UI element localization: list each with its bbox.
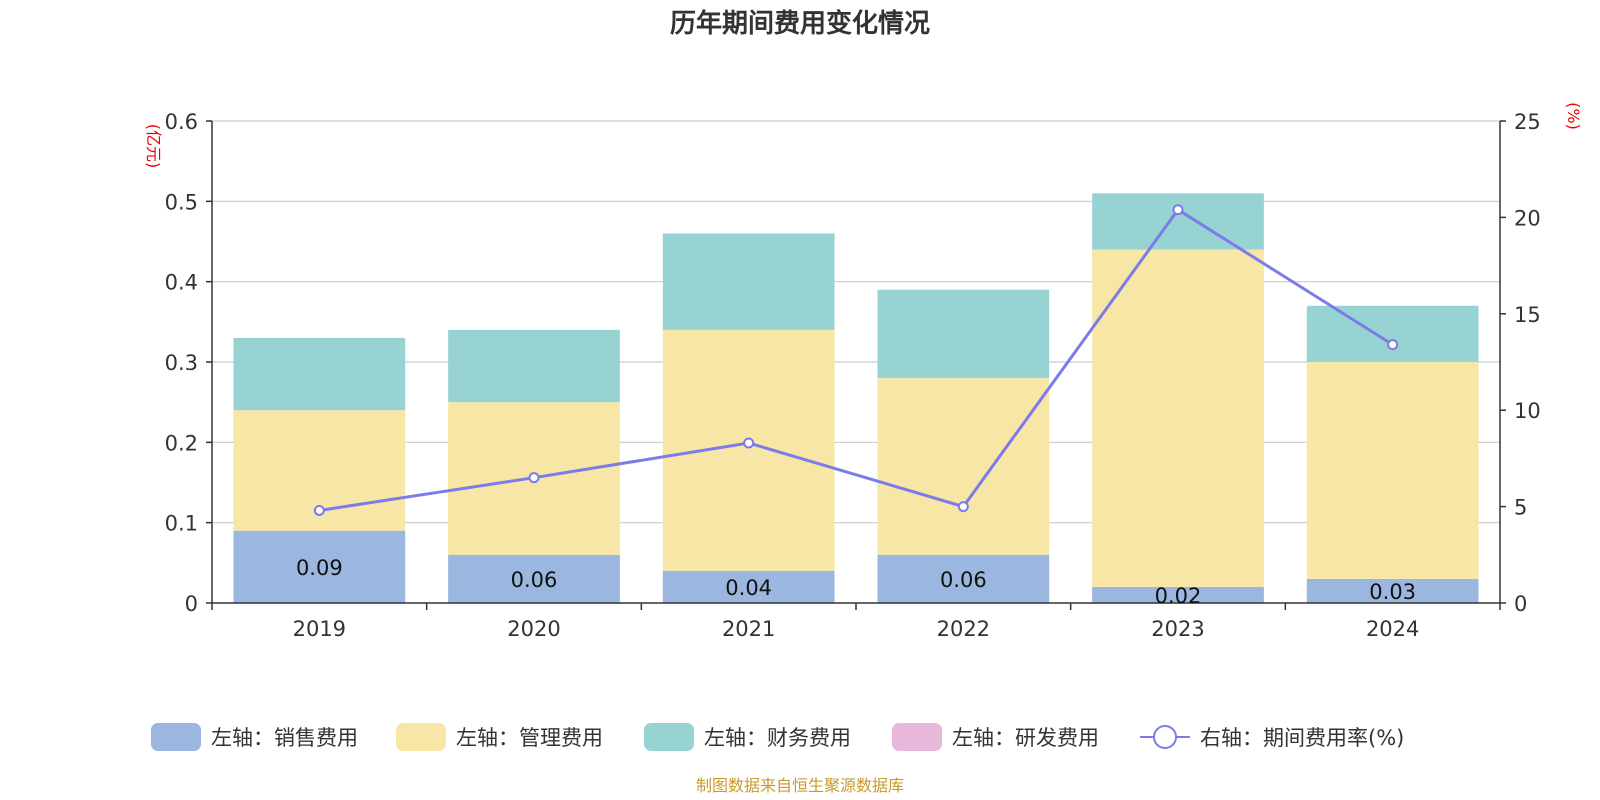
bar-sales-2024 bbox=[1306, 578, 1479, 603]
left-axis-tick-label: 0.4 bbox=[165, 271, 198, 295]
rate-line bbox=[319, 207, 1394, 512]
legend-swatch-sales bbox=[151, 723, 201, 751]
left-axis-tick-label: 0.6 bbox=[165, 110, 198, 134]
right-axis-tick-label: 0 bbox=[1514, 592, 1527, 616]
bar-finance-2023 bbox=[1092, 193, 1264, 250]
legend-swatch-finance bbox=[644, 723, 694, 751]
bar-finance-2022 bbox=[877, 289, 1050, 379]
x-axis-tick-label: 2019 bbox=[293, 617, 346, 641]
data-label-sales-2023: 0.02 bbox=[1155, 584, 1202, 608]
legend: 左轴：销售费用 左轴：管理费用 左轴：财务费用 左轴：研发费用 右轴：期间费用率(%) bbox=[151, 723, 1404, 751]
bar-sales-2023 bbox=[1092, 586, 1264, 603]
bar-admin-2021 bbox=[662, 329, 835, 571]
bar-finance-2019 bbox=[233, 337, 406, 411]
bar-finance-2020 bbox=[448, 329, 620, 403]
bar-sales-2020 bbox=[448, 554, 620, 603]
left-axis-tick-label: 0.3 bbox=[165, 351, 198, 375]
bar-finance-2024 bbox=[1306, 305, 1479, 362]
data-label-sales-2019: 0.09 bbox=[296, 556, 343, 580]
rate-point-2022 bbox=[957, 501, 969, 513]
bar-sales-2021 bbox=[662, 570, 835, 603]
right-axis-unit: (%) bbox=[1564, 102, 1583, 130]
right-axis-tick-label: 10 bbox=[1514, 399, 1541, 423]
axes: 0 0.1 0.2 0.3 0.4 0.5 0.6 0 5 10 15 20 25 2019 2020 202… bbox=[165, 110, 1541, 641]
x-axis-tick-label: 2023 bbox=[1151, 617, 1204, 641]
legend-swatch-rnd bbox=[892, 723, 942, 751]
legend-label-rate: 右轴：期间费用率(%) bbox=[1200, 726, 1404, 750]
x-axis-tick-label: 2024 bbox=[1366, 617, 1419, 641]
x-axis-tick-label: 2020 bbox=[507, 617, 560, 641]
left-axis-tick-label: 0.2 bbox=[165, 431, 198, 455]
left-axis-tick-label: 0.1 bbox=[165, 512, 198, 536]
rate-line-series bbox=[313, 204, 1399, 516]
left-axis-tick-label: 0 bbox=[185, 592, 198, 616]
data-label-sales-2022: 0.06 bbox=[940, 568, 987, 592]
x-axis-tick-label: 2021 bbox=[722, 617, 775, 641]
right-axis-tick-label: 5 bbox=[1514, 496, 1527, 520]
rate-point-2024 bbox=[1387, 339, 1399, 351]
left-axis-tick-label: 0.5 bbox=[165, 190, 198, 214]
rate-point-2023 bbox=[1172, 204, 1184, 216]
legend-label-sales: 左轴：销售费用 bbox=[211, 726, 358, 750]
chart-title: 历年期间费用变化情况 bbox=[670, 8, 930, 39]
rate-point-2020 bbox=[528, 472, 540, 484]
bar-admin-2023 bbox=[1092, 249, 1264, 587]
left-axis-unit: (亿元) bbox=[144, 124, 163, 169]
bar-admin-2022 bbox=[877, 378, 1050, 555]
legend-label-rnd: 左轴：研发费用 bbox=[952, 726, 1099, 750]
bar-admin-2024 bbox=[1306, 362, 1479, 579]
legend-label-finance: 左轴：财务费用 bbox=[704, 726, 851, 750]
rate-point-2021 bbox=[743, 437, 755, 449]
data-labels: 0.09 0.06 0.04 0.06 0.02 0.03 bbox=[296, 556, 1416, 608]
right-axis-tick-label: 20 bbox=[1514, 206, 1541, 230]
rate-point-2019 bbox=[313, 504, 325, 516]
grid-lines bbox=[212, 120, 1500, 524]
x-axis-tick-label: 2022 bbox=[937, 617, 990, 641]
legend-swatch-marker bbox=[1153, 725, 1177, 749]
data-label-sales-2020: 0.06 bbox=[511, 568, 558, 592]
source-note: 制图数据来自恒生聚源数据库 bbox=[696, 776, 904, 795]
bar-series bbox=[233, 193, 1479, 603]
right-axis-tick-label: 15 bbox=[1514, 303, 1541, 327]
bar-finance-2021 bbox=[662, 233, 835, 330]
bar-sales-2019 bbox=[233, 530, 406, 603]
bar-sales-2022 bbox=[877, 554, 1050, 603]
data-label-sales-2021: 0.04 bbox=[725, 576, 772, 600]
legend-label-admin: 左轴：管理费用 bbox=[456, 726, 603, 750]
legend-swatch-admin bbox=[396, 723, 446, 751]
right-axis-tick-label: 25 bbox=[1514, 110, 1541, 134]
data-label-sales-2024: 0.03 bbox=[1369, 580, 1416, 604]
